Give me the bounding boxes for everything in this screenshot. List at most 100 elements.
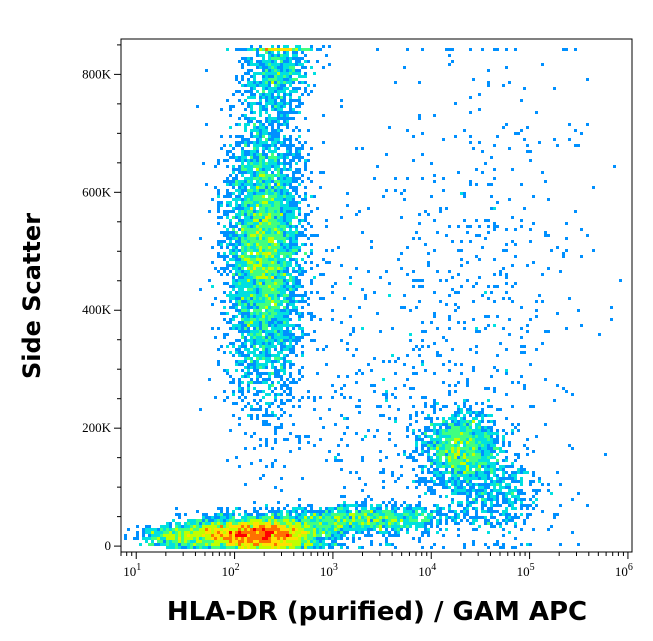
- density-cell: [466, 462, 469, 465]
- density-cell: [277, 186, 280, 189]
- density-cell: [283, 543, 286, 546]
- density-cell: [448, 456, 451, 459]
- density-cell: [232, 252, 235, 255]
- density-cell: [277, 63, 280, 66]
- density-cell: [397, 516, 400, 519]
- density-cell: [412, 366, 415, 369]
- density-cell: [319, 525, 322, 528]
- density-cell: [529, 543, 532, 546]
- density-cell: [493, 225, 496, 228]
- density-cell: [235, 306, 238, 309]
- density-cell: [295, 537, 298, 540]
- density-cell: [271, 414, 274, 417]
- density-cell: [229, 108, 232, 111]
- density-cell: [277, 168, 280, 171]
- density-cell: [415, 420, 418, 423]
- density-cell: [280, 288, 283, 291]
- density-cell: [268, 288, 271, 291]
- density-cell: [370, 522, 373, 525]
- density-cell: [520, 501, 523, 504]
- density-cell: [274, 243, 277, 246]
- density-cell: [541, 483, 544, 486]
- density-cell: [277, 522, 280, 525]
- density-cell: [463, 447, 466, 450]
- density-cell: [523, 504, 526, 507]
- density-cell: [436, 447, 439, 450]
- density-cell: [277, 177, 280, 180]
- density-cell: [283, 237, 286, 240]
- density-cell: [265, 351, 268, 354]
- density-cell: [244, 99, 247, 102]
- density-cell: [445, 423, 448, 426]
- density-cell: [253, 381, 256, 384]
- density-cell: [367, 528, 370, 531]
- density-cell: [499, 504, 502, 507]
- density-cell: [241, 516, 244, 519]
- density-cell: [280, 72, 283, 75]
- density-cell: [241, 198, 244, 201]
- density-cell: [412, 456, 415, 459]
- density-cell: [394, 444, 397, 447]
- density-cell: [265, 357, 268, 360]
- density-cell: [403, 306, 406, 309]
- density-cell: [352, 513, 355, 516]
- density-cell: [247, 309, 250, 312]
- density-cell: [253, 141, 256, 144]
- density-cell: [238, 237, 241, 240]
- density-cell: [460, 429, 463, 432]
- density-cell: [298, 312, 301, 315]
- density-cell: [292, 351, 295, 354]
- density-cell: [454, 447, 457, 450]
- density-cell: [244, 84, 247, 87]
- density-cell: [418, 540, 421, 543]
- density-cell: [484, 489, 487, 492]
- density-cell: [475, 219, 478, 222]
- density-cell: [253, 312, 256, 315]
- density-cell: [397, 477, 400, 480]
- density-cell: [238, 270, 241, 273]
- density-cell: [415, 516, 418, 519]
- density-cell: [283, 234, 286, 237]
- density-cell: [535, 309, 538, 312]
- density-cell: [454, 135, 457, 138]
- density-cell: [292, 180, 295, 183]
- density-cell: [433, 372, 436, 375]
- density-cell: [244, 144, 247, 147]
- density-cell: [457, 408, 460, 411]
- density-cell: [241, 390, 244, 393]
- density-cell: [517, 468, 520, 471]
- density-cell: [472, 432, 475, 435]
- density-cell: [301, 270, 304, 273]
- density-cell: [244, 330, 247, 333]
- density-cell: [511, 216, 514, 219]
- density-cell: [469, 492, 472, 495]
- density-cell: [454, 468, 457, 471]
- density-cell: [280, 84, 283, 87]
- density-cell: [256, 144, 259, 147]
- density-cell: [238, 327, 241, 330]
- density-cell: [319, 531, 322, 534]
- density-cell: [361, 288, 364, 291]
- density-cell: [280, 69, 283, 72]
- density-cell: [259, 366, 262, 369]
- density-cell: [298, 282, 301, 285]
- density-cell: [424, 210, 427, 213]
- density-cell: [394, 513, 397, 516]
- density-cell: [442, 405, 445, 408]
- density-cell: [274, 231, 277, 234]
- density-cell: [505, 513, 508, 516]
- density-cell: [259, 288, 262, 291]
- density-cell: [238, 123, 241, 126]
- density-cell: [454, 471, 457, 474]
- density-cell: [274, 102, 277, 105]
- density-cell: [544, 378, 547, 381]
- density-cell: [265, 279, 268, 282]
- density-cell: [262, 183, 265, 186]
- density-cell: [163, 531, 166, 534]
- density-cell: [235, 198, 238, 201]
- density-cell: [454, 480, 457, 483]
- density-cell: [391, 522, 394, 525]
- density-cell: [250, 297, 253, 300]
- density-cell: [250, 204, 253, 207]
- density-cell: [517, 132, 520, 135]
